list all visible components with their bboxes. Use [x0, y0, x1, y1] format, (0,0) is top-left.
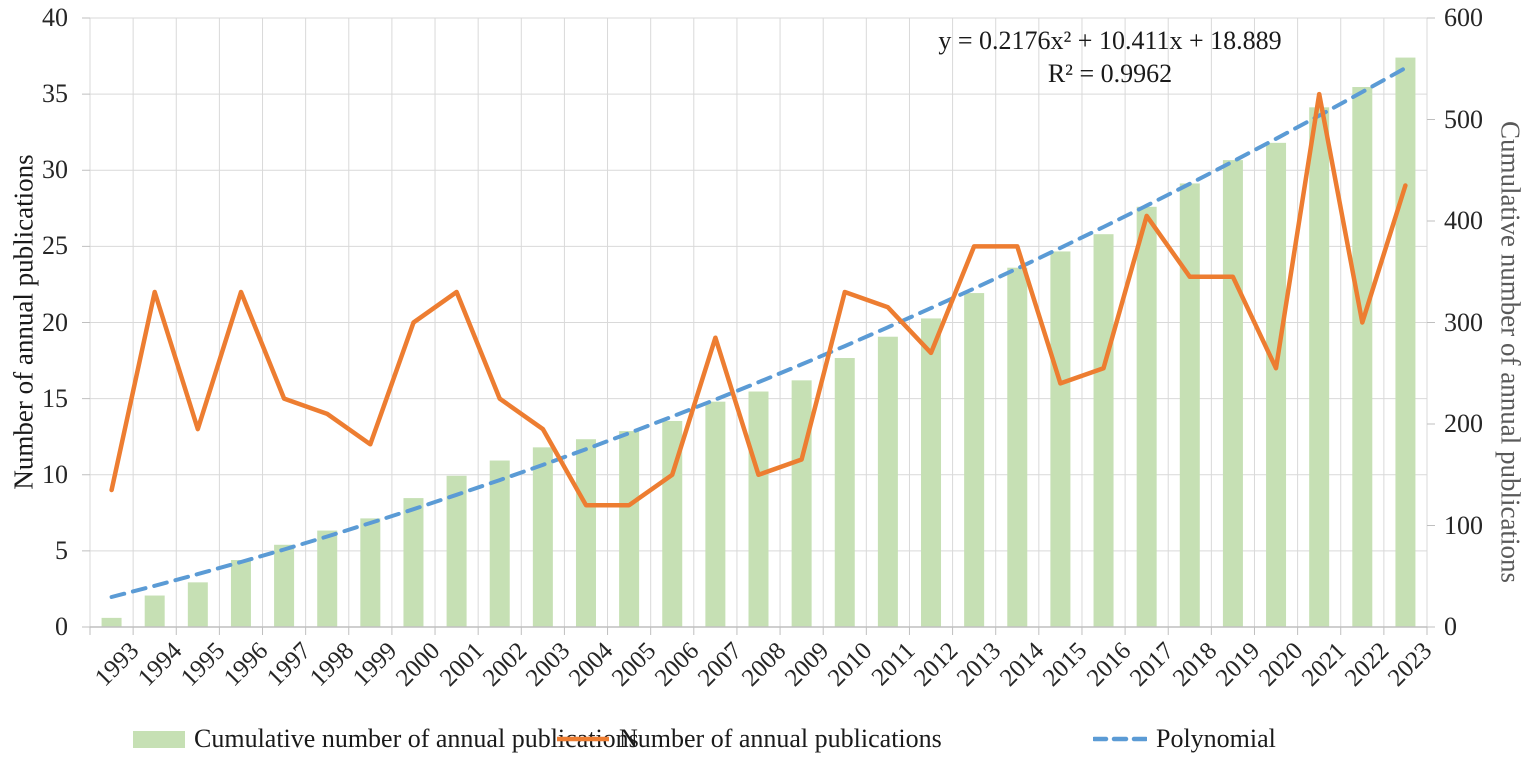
- right-tick-200: 200: [1444, 409, 1483, 438]
- bar-1999: [360, 518, 381, 627]
- bar-2018: [1179, 183, 1200, 627]
- bar-2012: [921, 318, 942, 627]
- bar-2007: [705, 401, 726, 627]
- polynomial-trendline: [109, 66, 1408, 599]
- bar-1994: [144, 595, 165, 627]
- left-tick-30: 30: [42, 155, 68, 185]
- right-axis-title: Cumulative number of annual publications: [1495, 121, 1526, 583]
- left-tick-35: 35: [42, 79, 68, 109]
- bar-2004: [575, 439, 596, 627]
- bar-2022: [1352, 87, 1373, 627]
- bar-2014: [1007, 267, 1028, 627]
- bar-2016: [1093, 234, 1114, 627]
- left-tick-40: 40: [42, 3, 68, 32]
- bar-2020: [1266, 142, 1287, 627]
- right-tick-0: 0: [1444, 612, 1457, 641]
- legend-item-annual: Number of annual publications: [556, 724, 942, 754]
- right-tick-400: 400: [1444, 206, 1483, 235]
- bar-2005: [619, 431, 640, 627]
- bar-2017: [1136, 206, 1157, 628]
- bar-1993: [101, 617, 122, 627]
- bar-2006: [662, 420, 683, 627]
- bar-1997: [274, 544, 295, 627]
- left-axis-title: Number of annual publications: [8, 154, 39, 490]
- bar-2019: [1222, 160, 1243, 627]
- annual-publications-line: [109, 91, 1408, 508]
- bar-2010: [834, 358, 855, 627]
- legend-label-polynomial: Polynomial: [1156, 724, 1276, 753]
- bar-2013: [964, 293, 985, 627]
- left-tick-0: 0: [55, 612, 68, 641]
- equation-line: y = 0.2176x² + 10.411x + 18.889: [938, 26, 1282, 55]
- bar-2023: [1395, 57, 1416, 627]
- bar-2003: [532, 447, 553, 627]
- left-tick-25: 25: [42, 231, 68, 261]
- left-tick-5: 5: [55, 535, 68, 565]
- bar-2000: [403, 498, 424, 627]
- left-tick-20: 20: [42, 307, 68, 337]
- right-tick-100: 100: [1444, 510, 1483, 540]
- bar-1998: [317, 530, 338, 627]
- line-swatch-icon: [557, 736, 609, 742]
- bar-2001: [446, 475, 467, 627]
- legend-item-polynomial: Polynomial: [1093, 724, 1276, 754]
- bar-2008: [748, 391, 769, 627]
- dashed-line-swatch-icon: [1093, 736, 1147, 742]
- bar-2011: [877, 336, 898, 627]
- bar-2009: [791, 380, 812, 627]
- bar-1995: [187, 582, 208, 627]
- bar-2015: [1050, 251, 1071, 627]
- bar-2021: [1309, 107, 1330, 627]
- left-tick-15: 15: [42, 383, 68, 413]
- bar-swatch-icon: [133, 730, 185, 748]
- legend-label-annual: Number of annual publications: [619, 724, 942, 753]
- r-squared-line: R² = 0.9962: [1047, 59, 1173, 88]
- right-tick-300: 300: [1444, 307, 1483, 337]
- trendline-equation: y = 0.2176x² + 10.411x + 18.889 R² = 0.9…: [880, 24, 1340, 90]
- bar-1996: [230, 560, 251, 627]
- left-tick-10: 10: [42, 459, 68, 489]
- right-tick-500: 500: [1444, 104, 1483, 134]
- bar-2002: [489, 460, 510, 627]
- right-tick-600: 600: [1444, 3, 1483, 32]
